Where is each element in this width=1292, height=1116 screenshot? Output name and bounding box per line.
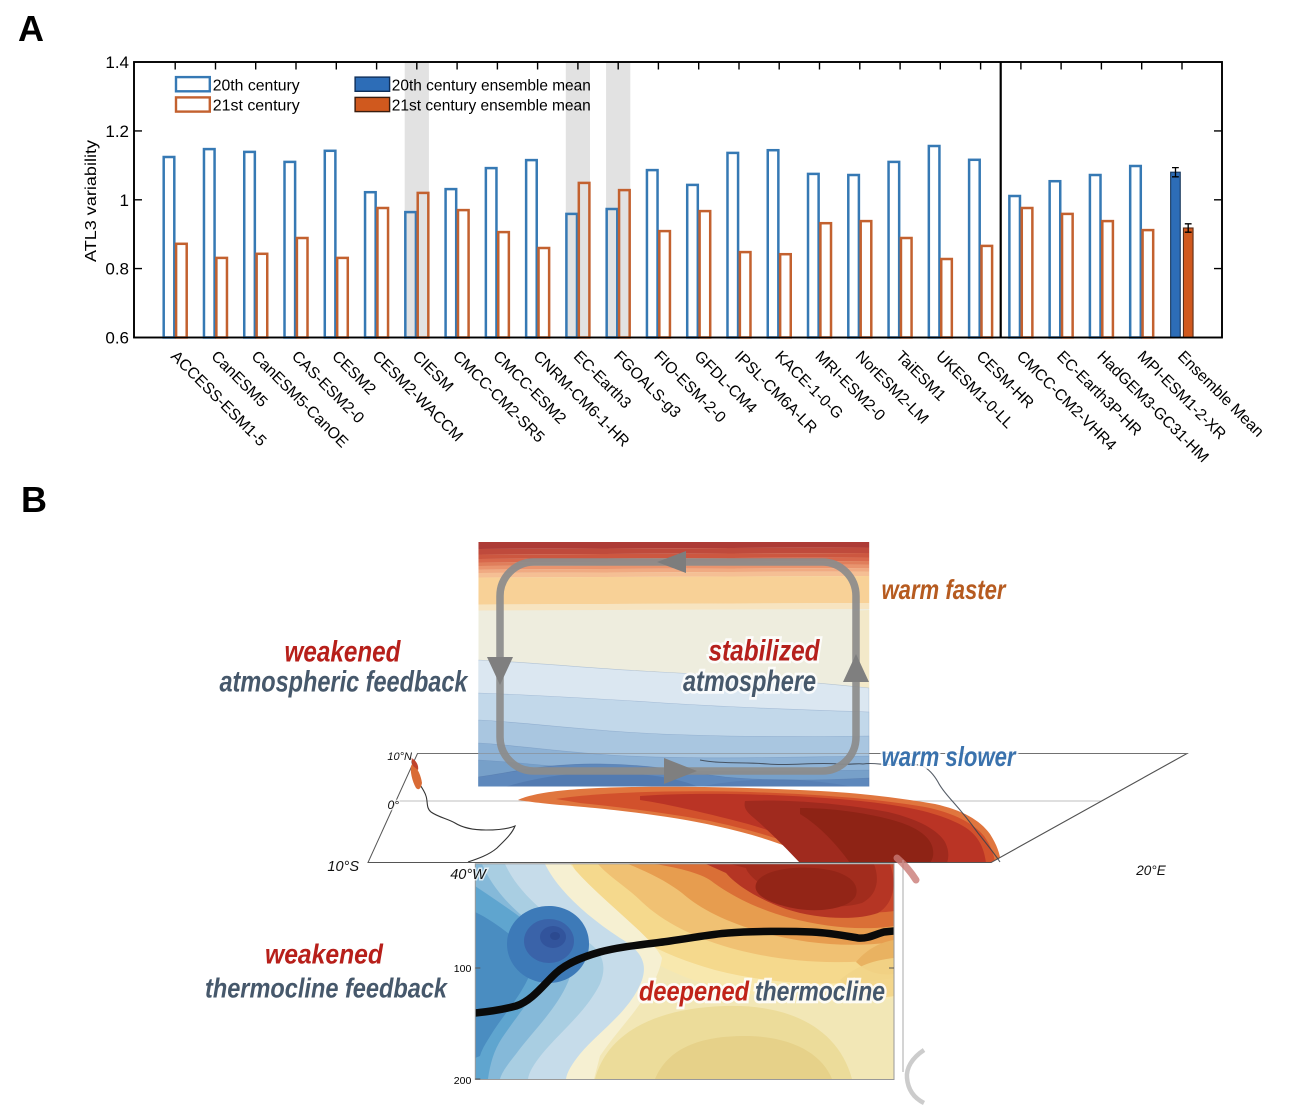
svg-text:10°N: 10°N [387, 751, 412, 763]
svg-text:40°W: 40°W [450, 867, 487, 883]
svg-text:thermocline: thermocline [755, 976, 885, 1007]
svg-text:10°S: 10°S [327, 859, 359, 875]
svg-text:21st century ensemble mean: 21st century ensemble mean [392, 98, 591, 115]
svg-text:thermocline: thermocline [755, 976, 885, 1007]
svg-text:deepened: deepened [639, 976, 750, 1007]
svg-text:weakened: weakened [285, 636, 402, 669]
svg-text:atmospheric feedback: atmospheric feedback [220, 666, 469, 699]
svg-text:atmosphere: atmosphere [683, 665, 816, 698]
svg-text:40°W: 40°W [450, 867, 487, 883]
svg-text:0°: 0° [388, 798, 400, 812]
svg-text:warm slower: warm slower [882, 741, 1018, 772]
svg-text:0°: 0° [388, 798, 400, 812]
svg-text:weakened: weakened [265, 939, 384, 970]
svg-text:1.4: 1.4 [105, 53, 129, 72]
svg-text:atmospheric feedback: atmospheric feedback [220, 666, 469, 699]
svg-text:0.6: 0.6 [105, 329, 129, 348]
svg-text:20°E: 20°E [1135, 863, 1166, 878]
svg-text:20th century ensemble mean: 20th century ensemble mean [392, 77, 591, 94]
svg-text:stabilized: stabilized [709, 635, 821, 668]
svg-text:warm faster: warm faster [882, 574, 1008, 605]
svg-text:thermocline feedback: thermocline feedback [205, 973, 448, 1004]
svg-text:21st century: 21st century [213, 98, 300, 115]
svg-text:weakened: weakened [265, 939, 384, 970]
svg-text:B: B [21, 479, 47, 520]
svg-text:20°E: 20°E [1135, 863, 1166, 878]
svg-text:10°N: 10°N [387, 751, 412, 763]
svg-text:1.2: 1.2 [105, 122, 129, 141]
svg-text:stabilized: stabilized [709, 635, 821, 668]
svg-text:warm slower: warm slower [882, 741, 1018, 772]
svg-text:thermocline feedback: thermocline feedback [205, 973, 448, 1004]
svg-text:deepened: deepened [639, 976, 750, 1007]
svg-text:100: 100 [454, 963, 472, 975]
svg-text:10°S: 10°S [327, 859, 359, 875]
svg-text:warm faster: warm faster [882, 574, 1008, 605]
svg-text:weakened: weakened [285, 636, 402, 669]
svg-text:200: 200 [454, 1075, 472, 1087]
svg-text:A: A [18, 8, 44, 49]
svg-text:1: 1 [120, 191, 129, 210]
svg-text:20th century: 20th century [213, 77, 300, 94]
svg-text:ATL3 variability: ATL3 variability [83, 140, 100, 262]
svg-text:0.8: 0.8 [105, 260, 129, 279]
svg-text:atmosphere: atmosphere [683, 665, 816, 698]
